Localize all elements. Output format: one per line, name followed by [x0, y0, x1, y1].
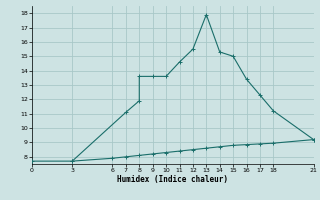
X-axis label: Humidex (Indice chaleur): Humidex (Indice chaleur): [117, 175, 228, 184]
